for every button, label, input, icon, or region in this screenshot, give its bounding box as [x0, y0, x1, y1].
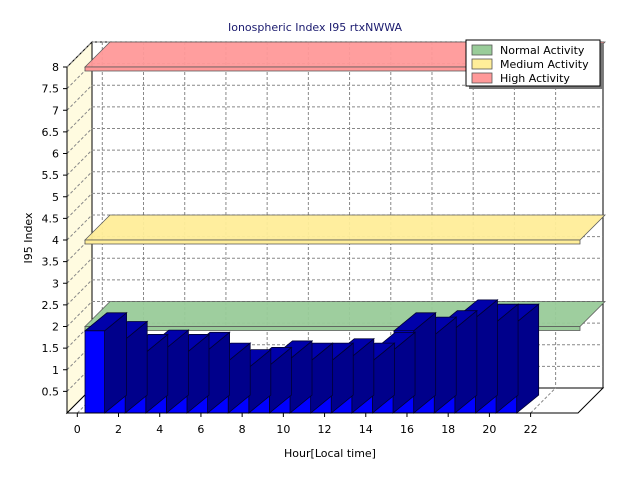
x-axis-label: Hour[Local time] — [284, 447, 376, 460]
gridline-y-side — [66, 171, 93, 198]
gridline-y-side — [66, 149, 93, 176]
y-tick-label: 3 — [52, 277, 59, 290]
y-tick-label: 2.5 — [42, 299, 60, 312]
y-tick-label: 6.5 — [42, 126, 60, 139]
gridline-y-side — [66, 257, 93, 284]
y-tick-label: 4.5 — [42, 212, 60, 225]
legend-swatch — [471, 58, 493, 70]
x-tick-label: 20 — [482, 423, 496, 436]
y-tick-labels: 0.5 1 1.5 2 2.5 3 3.5 4 4.5 5 5.5 6 6.5 7 7.5 8 — [42, 61, 67, 398]
x-tick-label: 12 — [318, 423, 332, 436]
x-tick-label: 6 — [197, 423, 204, 436]
gridline-y-side — [66, 128, 93, 154]
gridline-x-floor — [530, 387, 556, 414]
x-tick-label: 16 — [400, 423, 414, 436]
legend-swatch — [471, 72, 493, 84]
bar — [84, 330, 105, 414]
gridline-y-side — [66, 106, 93, 133]
bar-side — [475, 299, 498, 414]
x-tick-label: 4 — [156, 423, 163, 436]
y-tick-label: 3.5 — [42, 256, 60, 269]
bar-series — [83, 299, 540, 414]
x-tick-labels: 0 2 4 6 8 10 12 14 16 18 20 22 — [74, 413, 538, 436]
y-tick-label: 0.5 — [42, 385, 60, 398]
y-tick-label: 1.5 — [42, 342, 60, 355]
band-medium-activity — [84, 214, 606, 241]
gridline-y-side — [66, 214, 93, 241]
gridline-y-side — [66, 344, 93, 371]
y-axis-label: I95 Index — [22, 212, 35, 264]
y-tick-label: 4 — [52, 234, 59, 247]
legend-label: High Activity — [500, 72, 570, 85]
legend-label: Normal Activity — [500, 44, 585, 57]
x-tick-label: 14 — [359, 423, 373, 436]
y-tick-label: 2 — [52, 321, 59, 334]
gridline-y-side — [66, 366, 93, 392]
y-tick-label: 7 — [52, 104, 59, 117]
x-tick-label: 10 — [276, 423, 290, 436]
x-tick-label: 18 — [441, 423, 455, 436]
legend-label: Medium Activity — [500, 58, 589, 71]
x-tick-label: 8 — [239, 423, 246, 436]
bar-side — [516, 303, 540, 414]
x-tick-label: 22 — [524, 423, 538, 436]
y-tick-label: 5 — [52, 191, 59, 204]
bar-side — [495, 303, 519, 414]
y-tick-label: 6 — [52, 148, 59, 161]
gridline-y-side — [66, 301, 93, 327]
legend-swatch — [471, 44, 493, 56]
gridline-y-side — [66, 193, 93, 219]
band-front-medium-activity — [84, 239, 581, 245]
chart-title: Ionospheric Index I95 rtxNWWA — [228, 21, 402, 34]
y-tick-label: 7.5 — [42, 83, 60, 96]
gridline-y-side — [66, 63, 93, 89]
y-tick-label: 5.5 — [42, 169, 60, 182]
y-tick-label: 8 — [52, 61, 59, 74]
gridline-y-side — [66, 322, 93, 349]
gridline-y-side — [66, 84, 93, 111]
activity-bands — [84, 41, 606, 331]
gridline-y-side — [66, 236, 93, 262]
y-tick-label: 1 — [52, 364, 59, 377]
x-tick-label: 2 — [115, 423, 122, 436]
gridline-y-side — [66, 41, 93, 68]
x-tick-label: 0 — [74, 423, 81, 436]
gridline-y-side — [66, 279, 93, 306]
